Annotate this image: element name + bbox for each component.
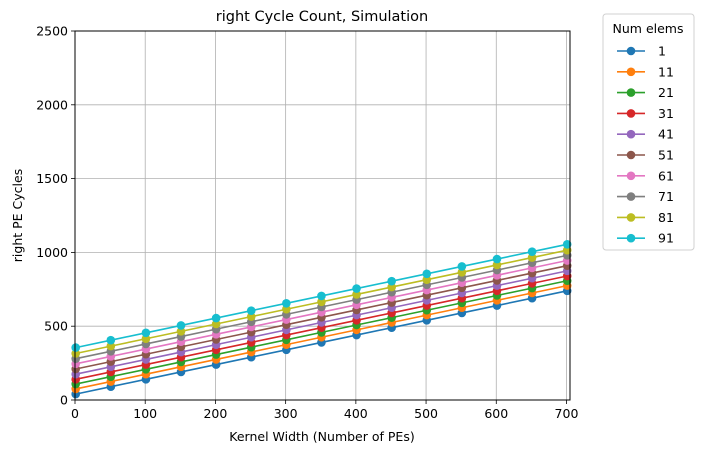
data-point [387,282,396,292]
legend-marker [626,171,636,181]
series-layer [71,239,572,399]
legend-item: 11 [617,64,674,79]
legend-title: Num elems [613,21,684,36]
legend-box [602,13,695,251]
data-point [352,290,361,299]
data-point [387,276,396,286]
data-point [492,254,502,264]
series-91 [71,239,572,352]
x-axis: 0 100 200 300 400 500 600 700 [71,400,578,421]
data-point [106,341,116,351]
legend-marker [626,233,636,243]
legend-item: 31 [617,106,674,121]
data-point [562,239,572,249]
data-point [141,334,151,344]
legend-marker [626,88,636,97]
y-axis-label: right PE Cycles [10,169,25,262]
legend-marker [626,109,636,118]
x-tick-label: 500 [414,406,438,421]
y-tick-label: 1000 [36,245,68,260]
legend-item: 41 [617,127,674,142]
data-point [317,291,326,301]
legend-label: 51 [658,148,674,163]
x-tick-label: 600 [484,406,508,421]
data-point [176,321,186,330]
y-axis: 0 500 1000 1500 2000 2500 [36,24,75,408]
legend-marker [626,150,636,160]
x-tick-label: 200 [203,406,227,421]
legend-item: 81 [617,210,674,225]
data-point [352,284,361,293]
data-point [457,262,467,271]
data-point [246,312,256,321]
legend-label: 81 [658,210,674,225]
legend-label: 11 [658,64,674,79]
y-tick-label: 0 [60,393,68,408]
legend-marker [626,46,636,56]
data-point [282,299,291,308]
x-tick-label: 400 [344,406,368,421]
y-tick-label: 2500 [36,24,68,39]
legend-marker [626,213,636,222]
legend-label: 1 [658,44,666,59]
plot-frame [74,30,571,401]
legend-label: 21 [658,85,674,100]
data-point [246,306,256,316]
legend-label: 61 [658,168,674,183]
legend-label: 41 [658,127,674,142]
legend-item: 1 [617,44,666,59]
data-point [71,343,81,352]
y-tick-label: 1500 [36,171,68,186]
data-point [282,304,291,314]
data-point [176,327,186,336]
y-tick-label: 500 [44,319,68,334]
data-point [71,349,81,358]
data-point [106,335,116,345]
legend-item: 51 [617,148,674,163]
data-point [527,253,537,262]
data-point [422,275,432,285]
legend-marker [626,192,636,201]
legend-item: 61 [617,168,674,183]
legend-label: 31 [658,106,674,121]
legend-item: 71 [617,189,674,204]
data-point [527,247,537,256]
data-point [211,313,221,323]
data-point [457,268,467,277]
data-point [211,319,221,329]
y-tick-label: 2000 [36,97,68,112]
x-tick-label: 100 [133,406,157,421]
data-point [562,245,572,255]
legend-item: 21 [617,85,674,100]
x-tick-label: 700 [555,406,579,421]
legend-label: 71 [658,189,674,204]
x-tick-label: 0 [71,406,79,421]
legend-item: 91 [617,231,674,246]
legend-label: 91 [658,231,674,246]
chart-title: right Cycle Count, Simulation [216,9,428,25]
x-tick-label: 300 [274,406,298,421]
data-point [141,328,151,338]
series-81 [71,245,572,358]
data-point [422,269,432,279]
legend-marker [626,129,636,139]
data-point [317,297,326,307]
legend-marker [626,67,636,77]
x-axis-label: Kernel Width (Number of PEs) [229,429,414,444]
data-point [492,260,502,270]
